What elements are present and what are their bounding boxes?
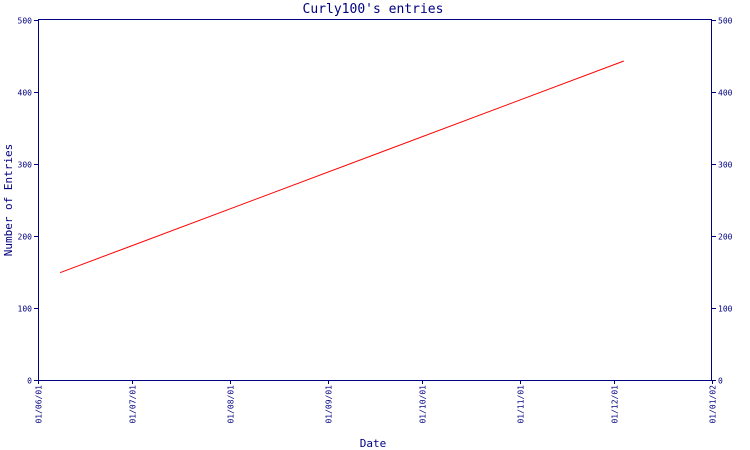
x-tick-label: 01/12/01 [611,385,620,424]
y-tick-label-right: 100 [718,305,733,314]
y-tick-label-left: 400 [18,89,33,98]
x-tick-label: 01/06/01 [35,385,44,424]
y-tick-label-right: 200 [718,233,733,242]
y-tick-label-right: 500 [718,17,733,26]
y-tick-label-left: 0 [27,377,32,386]
x-tick-label: 01/01/02 [709,385,718,424]
right-y-axis: 0 100 200 300 400 500 [712,17,733,386]
y-axis-label: Number of Entries [2,144,15,257]
y-tick-label-left: 100 [18,305,33,314]
y-tick-label-right: 0 [718,377,723,386]
y-tick-label-left: 300 [18,161,33,170]
left-y-axis: 0 100 200 300 400 500 [18,17,38,386]
plot-frame [38,19,712,381]
y-tick-label-left: 500 [18,17,33,26]
chart-title: Curly100's entries [303,2,444,17]
series-layer [59,60,624,274]
x-tick-label: 01/07/01 [129,385,138,424]
y-tick-label-right: 300 [718,161,733,170]
series-line [59,60,624,274]
x-tick-label: 01/08/01 [227,385,236,424]
y-tick-label-right: 400 [718,89,733,98]
x-tick-label: 01/09/01 [325,385,334,424]
x-tick-label: 01/10/01 [419,385,428,424]
x-tick-label: 01/11/01 [517,385,526,424]
y-tick-label-left: 200 [18,233,33,242]
x-axis-label: Date [360,437,387,450]
x-axis: 01/06/01 01/07/01 01/08/01 01/09/01 01/10/01… [35,380,718,424]
